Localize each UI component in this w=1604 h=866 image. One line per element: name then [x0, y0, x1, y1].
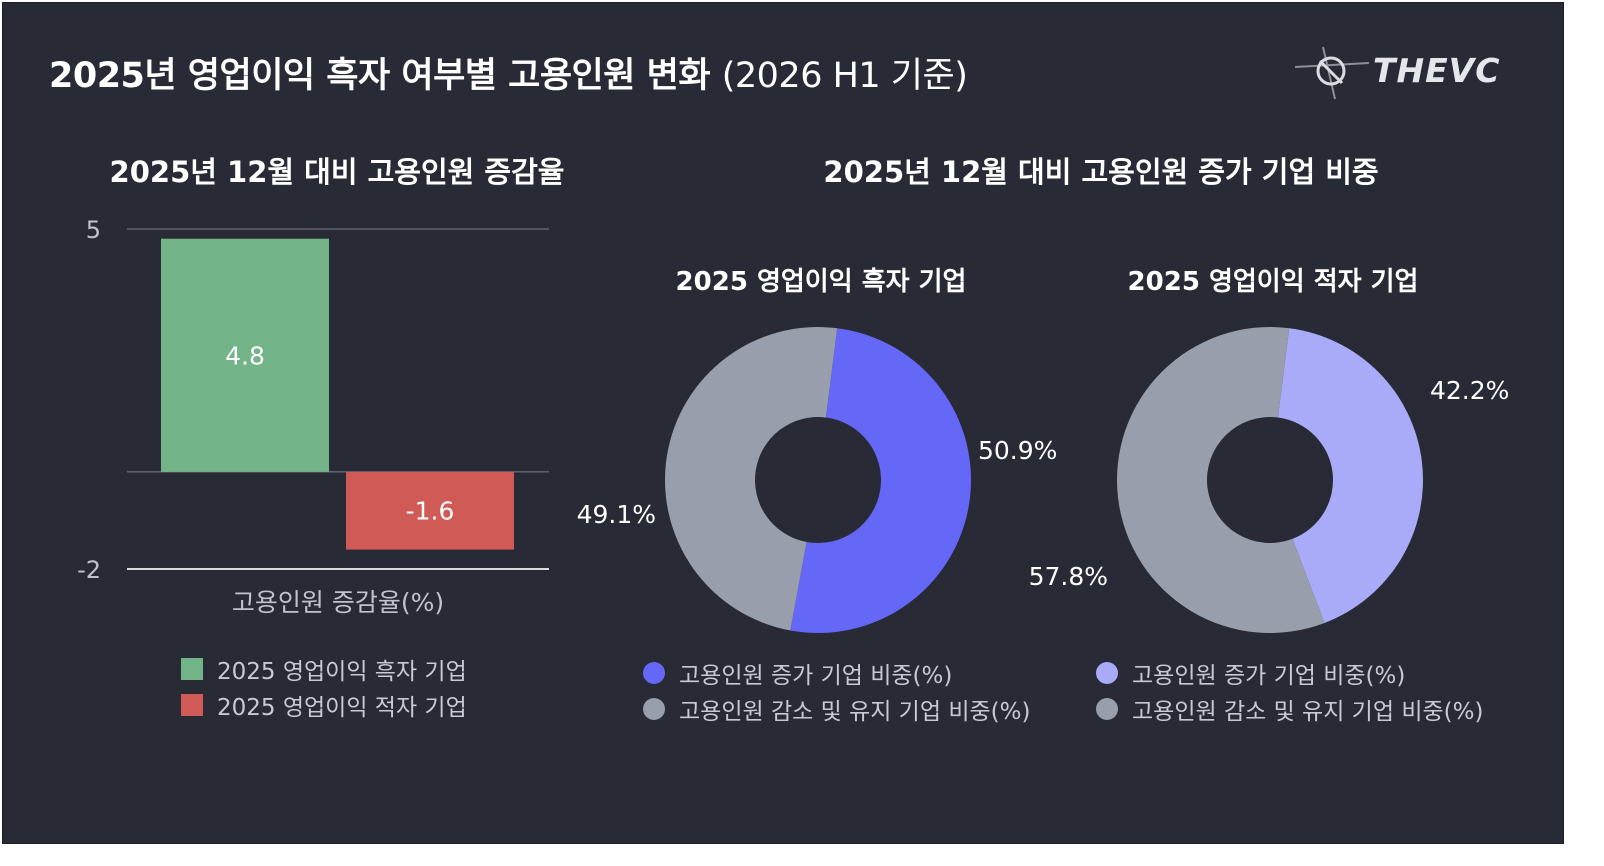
pie1-legend: 고용인원 증가 기업 비중(%) 고용인원 감소 및 유지 기업 비중(%) — [643, 655, 1030, 727]
bar-chart: 5 -2 4.8 -1.6 고용인원 증감율(%) — [77, 216, 549, 617]
x-axis-label: 고용인원 증감율(%) — [232, 588, 444, 617]
y-tick-label: -2 — [77, 556, 101, 584]
pie-slice-label: 49.1% — [577, 500, 656, 529]
legend-swatch-increase — [643, 662, 665, 684]
pie-slice — [1117, 327, 1325, 633]
bar-panel-title: 2025년 12월 대비 고용인원 증감율 — [109, 155, 565, 189]
y-tick-label: 5 — [86, 216, 101, 244]
pie-chart-loss: 42.2% 57.8% — [1029, 327, 1509, 633]
pie-slice-label: 42.2% — [1430, 376, 1509, 405]
bar-value-label: 4.8 — [225, 341, 265, 370]
legend-label: 2025 영업이익 적자 기업 — [217, 695, 467, 721]
bar-value-label: -1.6 — [406, 497, 455, 526]
legend-item-increase: 고용인원 증가 기업 비중(%) — [643, 655, 1030, 691]
legend-item-profit: 2025 영업이익 흑자 기업 — [181, 651, 467, 687]
bar — [346, 471, 514, 550]
legend-label: 2025 영업이익 흑자 기업 — [217, 659, 467, 685]
bar-legend: 2025 영업이익 흑자 기업 2025 영업이익 적자 기업 — [181, 651, 467, 723]
legend-swatch-increase — [1096, 662, 1118, 684]
legend-swatch-loss — [181, 694, 203, 716]
legend-label: 고용인원 증가 기업 비중(%) — [679, 663, 953, 689]
bar — [161, 238, 329, 472]
pie-slice — [665, 327, 838, 631]
page-title-suffix: (2026 H1 기준) — [721, 56, 968, 96]
pie-slice — [790, 328, 972, 633]
page-title: 2025년 영업이익 흑자 여부별 고용인원 변화 (2026 H1 기준) — [49, 47, 968, 98]
pie-panel-title: 2025년 12월 대비 고용인원 증가 기업 비중 — [823, 155, 1379, 189]
legend-item-loss: 2025 영업이익 적자 기업 — [181, 687, 467, 723]
legend-label: 고용인원 증가 기업 비중(%) — [1132, 663, 1406, 689]
legend-label: 고용인원 감소 및 유지 기업 비중(%) — [1132, 699, 1484, 725]
brand-logo: THEVC — [1293, 41, 1523, 103]
legend-swatch-decrease — [1096, 698, 1118, 720]
pie-slice — [1277, 328, 1423, 623]
page-title-main: 2025년 영업이익 흑자 여부별 고용인원 변화 — [49, 56, 711, 96]
pie-slice-label: 57.8% — [1029, 562, 1108, 591]
legend-item-increase: 고용인원 증가 기업 비중(%) — [1096, 655, 1483, 691]
pie-chart-profit: 50.9% 49.1% — [577, 327, 1057, 633]
logo-text: THEVC — [1373, 51, 1501, 90]
legend-swatch-decrease — [643, 698, 665, 720]
pie-slice-label: 50.9% — [978, 436, 1057, 465]
pie2-legend: 고용인원 증가 기업 비중(%) 고용인원 감소 및 유지 기업 비중(%) — [1096, 655, 1483, 727]
legend-item-decrease: 고용인원 감소 및 유지 기업 비중(%) — [643, 691, 1030, 727]
pie2-title: 2025 영업이익 적자 기업 — [1127, 267, 1419, 297]
legend-swatch-profit — [181, 658, 203, 680]
chart-card: 2025년 영업이익 흑자 여부별 고용인원 변화 (2026 H1 기준) T… — [2, 2, 1564, 844]
legend-item-decrease: 고용인원 감소 및 유지 기업 비중(%) — [1096, 691, 1483, 727]
logo-mark-icon — [1294, 46, 1370, 100]
legend-label: 고용인원 감소 및 유지 기업 비중(%) — [679, 699, 1031, 725]
pie1-title: 2025 영업이익 흑자 기업 — [675, 267, 967, 297]
